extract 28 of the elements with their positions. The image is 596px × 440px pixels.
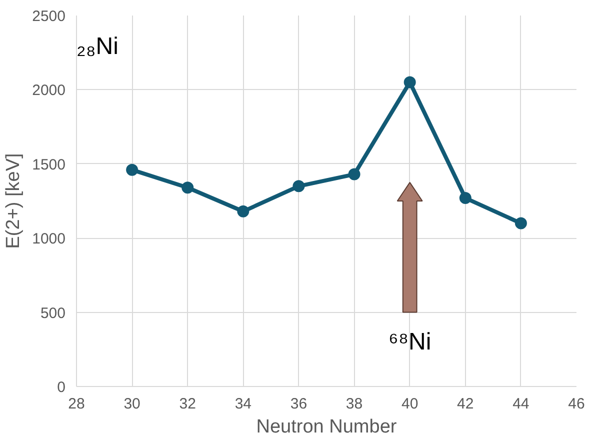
point — [237, 205, 250, 218]
x-tick-label: 44 — [512, 396, 530, 412]
point — [514, 217, 527, 230]
x-tick-label: 46 — [568, 396, 585, 412]
point — [459, 192, 472, 204]
point — [182, 182, 194, 194]
x-tick-label: 32 — [179, 396, 196, 412]
y-tick-label: 2500 — [32, 8, 66, 25]
x-axis-title: Neutron Number — [256, 416, 398, 438]
y-axis-title: E(2+) [keV] — [3, 153, 24, 249]
x-tick-label: 36 — [290, 396, 308, 412]
x-tick-label: 28 — [68, 396, 85, 412]
x-tick-label: 38 — [346, 396, 363, 412]
x-tick-label: 40 — [401, 396, 418, 412]
y-tick-label: 1500 — [32, 156, 66, 174]
point — [348, 168, 360, 180]
point — [404, 76, 416, 88]
x-tick-label: 30 — [124, 396, 140, 412]
point — [292, 180, 305, 192]
y-tick-label: 0 — [57, 379, 66, 396]
point — [126, 164, 138, 176]
x-tick-label: 42 — [457, 396, 474, 412]
x-tick-label: 34 — [234, 396, 252, 412]
y-tick-label: 2000 — [32, 82, 66, 100]
annotation: ⁶⁸Ni — [388, 328, 432, 356]
annotation: ₂₈Ni — [76, 33, 118, 60]
y-tick-label: 1000 — [32, 230, 66, 248]
y-tick-label: 500 — [40, 304, 66, 322]
